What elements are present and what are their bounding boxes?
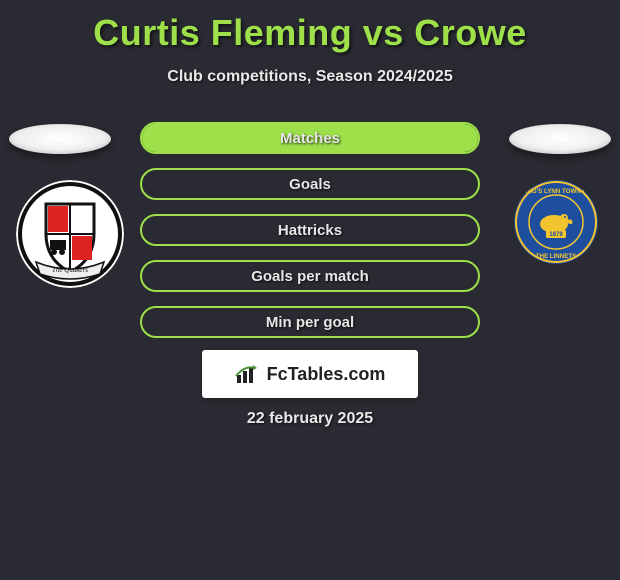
player-right-avatar-placeholder: [509, 124, 611, 154]
brand-name: FcTables.com: [267, 364, 386, 385]
stat-label: Hattricks: [142, 216, 478, 244]
stat-row-goals-per-match: Goals per match: [140, 260, 480, 292]
stat-label: Min per goal: [142, 308, 478, 336]
stats-container: Matches 3 Goals 0 Hattricks 0 Goals per …: [140, 122, 480, 352]
svg-text:The Quakers: The Quakers: [52, 266, 88, 274]
svg-text:THE LINNETS: THE LINNETS: [536, 253, 577, 260]
stat-row-matches: Matches 3: [140, 122, 480, 154]
svg-text:KING'S LYNN TOWN FC: KING'S LYNN TOWN FC: [521, 188, 591, 195]
player-left-avatar-placeholder: [9, 124, 111, 154]
stat-label: Matches: [142, 124, 478, 152]
stat-row-hattricks: Hattricks 0: [140, 214, 480, 246]
stat-row-goals: Goals 0: [140, 168, 480, 200]
brand-box[interactable]: FcTables.com: [202, 350, 418, 398]
stat-label: Goals: [142, 170, 478, 198]
stat-label: Goals per match: [142, 262, 478, 290]
bar-chart-icon: [235, 363, 261, 385]
page-title: Curtis Fleming vs Crowe: [0, 0, 620, 54]
subtitle: Club competitions, Season 2024/2025: [0, 68, 620, 86]
stat-row-min-per-goal: Min per goal: [140, 306, 480, 338]
club-badge-right: KING'S LYNN TOWN FC THE LINNETS 1879: [514, 180, 598, 264]
club-right-founded: 1879: [549, 232, 563, 238]
club-badge-left: The Quakers: [16, 180, 124, 288]
date-line: 22 february 2025: [0, 410, 620, 428]
